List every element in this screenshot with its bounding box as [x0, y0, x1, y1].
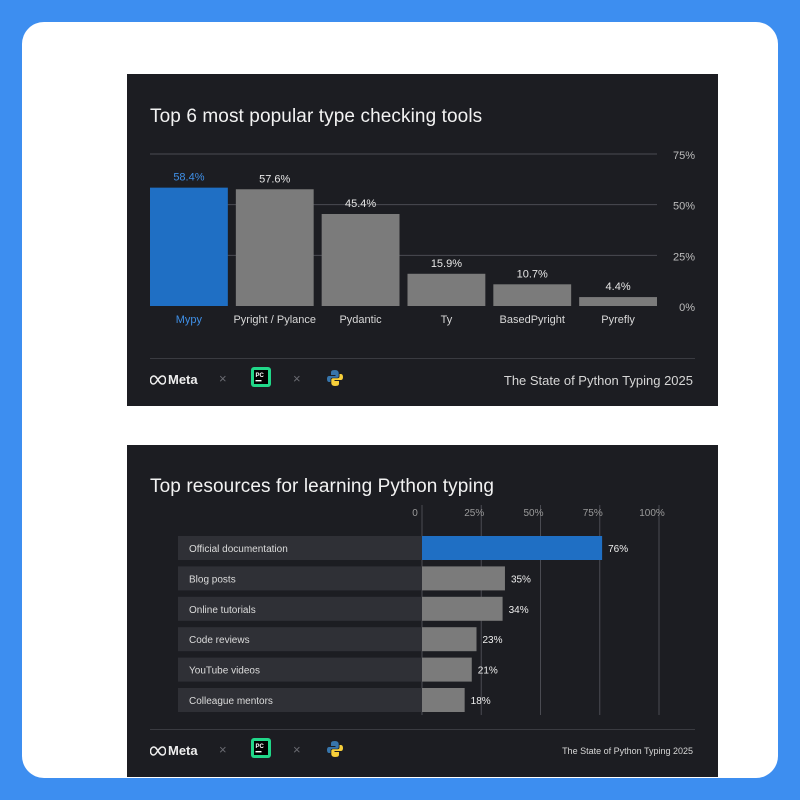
data-label: 58.4% — [173, 172, 204, 184]
bar — [422, 596, 503, 621]
row-label-track — [178, 536, 422, 560]
footer-separator: × — [219, 742, 227, 757]
svg-text:PC: PC — [256, 744, 265, 750]
y-tick-label: Online tutorials — [189, 605, 256, 616]
chart-footer: Meta × PC × The State of Python Typing 2… — [127, 729, 718, 777]
data-label: 10.7% — [517, 268, 548, 280]
chart-type-checkers: 0% 25% 50% 75% 58.4% Mypy 57.6% Pyright / Pylan… — [150, 150, 695, 326]
footer-separator: × — [293, 371, 301, 386]
y-tick-label: 25% — [673, 251, 695, 263]
data-label: 76% — [608, 544, 628, 555]
x-tick-label: Pyrefly — [601, 314, 635, 326]
card: Top 6 most popular type checking tools 0… — [22, 22, 778, 778]
y-tick-label: Official documentation — [189, 544, 288, 555]
bar — [407, 273, 486, 306]
data-label: 45.4% — [345, 198, 376, 210]
pycharm-logo-icon: PC — [251, 738, 271, 758]
footer-divider — [150, 358, 695, 359]
chart-learning-resources: 0 25% 50% 75% 100% Official documentation 76% B… — [178, 505, 665, 715]
bar — [493, 284, 572, 306]
meta-infinity-icon — [150, 745, 166, 756]
chart-panel-type-checkers: Top 6 most popular type checking tools 0… — [127, 74, 718, 406]
footer-source: The State of Python Typing 2025 — [503, 373, 693, 388]
y-tick-label: YouTube videos — [189, 666, 260, 677]
footer-divider — [150, 729, 695, 730]
chart-title: Top resources for learning Python typing — [150, 476, 495, 497]
y-tick-label: Blog posts — [189, 574, 236, 585]
bar — [422, 688, 465, 712]
data-label: 15.9% — [431, 258, 462, 270]
x-tick-label: Pydantic — [339, 314, 382, 326]
data-label: 35% — [511, 574, 531, 585]
x-tick-label: 75% — [583, 508, 603, 519]
python-logo-icon — [327, 741, 343, 757]
data-label: 21% — [478, 666, 498, 677]
footer-separator: × — [293, 742, 301, 757]
meta-logo-text: Meta — [168, 743, 198, 758]
chart-footer: Meta × PC × The State of Python Typing 2… — [127, 358, 718, 406]
x-tick-label: 0 — [412, 508, 418, 519]
row-label-track — [178, 627, 422, 652]
meta-infinity-icon — [150, 374, 166, 385]
y-tick-label: 50% — [673, 201, 695, 213]
bar — [422, 566, 505, 591]
y-tick-label: 0% — [679, 302, 695, 314]
row-label-track — [178, 566, 422, 591]
data-label: 18% — [471, 696, 491, 707]
meta-logo-text: Meta — [168, 372, 198, 387]
data-label: 23% — [483, 635, 503, 646]
x-tick-label: Mypy — [176, 314, 203, 326]
x-tick-label: Ty — [441, 314, 453, 326]
x-tick-label: 25% — [464, 508, 484, 519]
data-label: 4.4% — [606, 281, 631, 293]
x-tick-label: 50% — [523, 508, 543, 519]
data-label: 34% — [509, 605, 529, 616]
svg-text:PC: PC — [256, 373, 265, 379]
bar — [150, 187, 228, 306]
row-label-track — [178, 657, 422, 682]
x-tick-label: 100% — [639, 508, 665, 519]
x-tick-label: BasedPyright — [500, 314, 565, 326]
bar — [321, 213, 400, 306]
row-label-track — [178, 688, 422, 712]
x-tick-label: Pyright / Pylance — [233, 314, 316, 326]
bar — [422, 536, 603, 560]
pycharm-logo-icon: PC — [251, 367, 271, 387]
footer-separator: × — [219, 371, 227, 386]
y-tick-label: Colleague mentors — [189, 696, 273, 707]
row-label-track — [178, 596, 422, 621]
meta-logo: Meta — [150, 372, 198, 387]
footer-source: The State of Python Typing 2025 — [562, 746, 693, 756]
bar — [235, 189, 314, 306]
bar — [422, 627, 477, 652]
python-logo-icon — [327, 370, 343, 386]
meta-logo: Meta — [150, 743, 198, 758]
y-tick-label: Code reviews — [189, 635, 250, 646]
chart-panel-learning-resources: Top resources for learning Python typing… — [127, 445, 718, 777]
data-label: 57.6% — [259, 173, 290, 185]
bar — [579, 297, 657, 306]
bar — [422, 657, 472, 682]
chart-title: Top 6 most popular type checking tools — [150, 106, 483, 127]
y-tick-label: 75% — [673, 150, 695, 162]
